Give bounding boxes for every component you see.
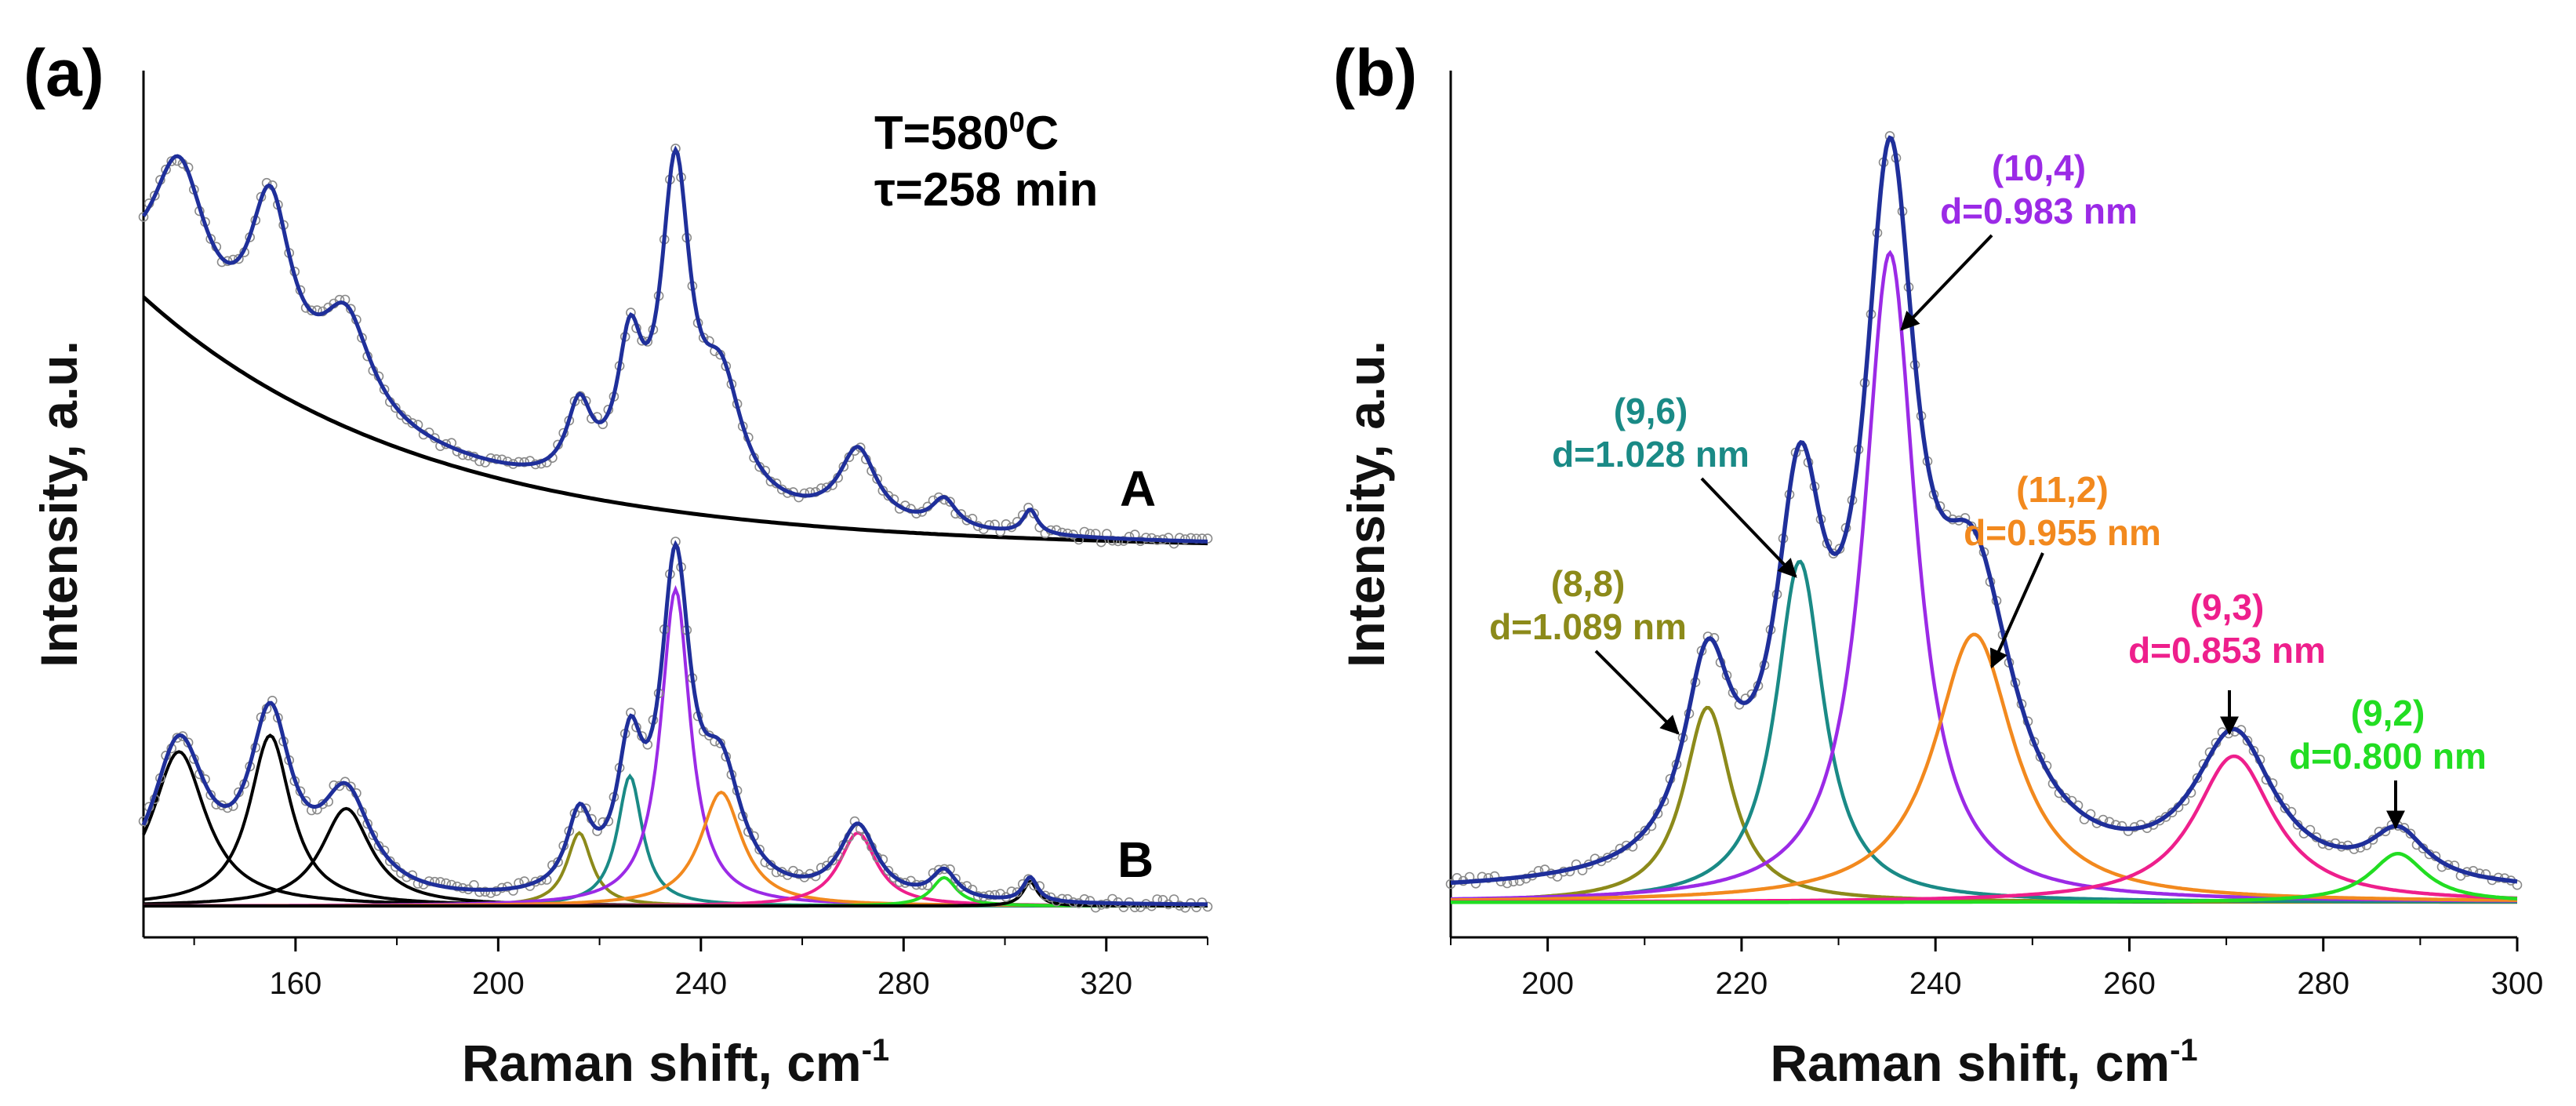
trace-b-data-point <box>138 816 149 827</box>
trace-a-data-point <box>166 156 176 166</box>
panel-a-temperature-text: T=580 <box>874 107 1009 159</box>
panel-b-data-point <box>2060 792 2071 803</box>
annotation-diameter: d=1.089 nm <box>1489 606 1687 647</box>
annotation-diameter: d=0.955 nm <box>1964 512 2161 553</box>
panel-b-x-axis-title: Raman shift, cm-1 <box>1770 1033 2197 1092</box>
trace-a-data-point <box>911 508 921 519</box>
annotation-arrow <box>1700 477 1797 578</box>
trace-b-data-point <box>1012 887 1023 897</box>
trace-a-data-point <box>306 305 317 316</box>
component-93 <box>1451 754 2517 904</box>
trace-b-data-point <box>1040 890 1051 901</box>
panel-b-fit-line <box>1450 135 2518 886</box>
panel-a-plot-area: 160 200 240 280 320 <box>138 71 1213 1001</box>
annotation-chirality: (9,2) <box>2351 693 2425 733</box>
annotation-diameter: d=0.800 nm <box>2289 736 2487 777</box>
trace-b-data-point <box>391 861 401 872</box>
annotation-chirality: (10,4) <box>1992 147 2086 188</box>
panel-a-y-axis-title: Intensity, a.u. <box>30 340 88 668</box>
panel-b-x-tick-label: 260 <box>2103 966 2156 1001</box>
trace-b-component-305 <box>144 879 1208 908</box>
panel-b-data-point <box>1633 831 1644 842</box>
trace-label-a: A <box>1120 460 1156 517</box>
annotation-chirality: (11,2) <box>2016 469 2109 510</box>
panel-a-temperature-label: T=5800C <box>874 106 1059 159</box>
panel-b-label: (b) <box>1333 36 1417 110</box>
annotation-chirality: (9,6) <box>1614 391 1688 431</box>
panel-b-x-tick-label: 200 <box>1521 966 1574 1001</box>
trace-b-component-235 <box>143 584 1208 908</box>
trace-a-data-point <box>1029 508 1039 519</box>
panel-b-data-point <box>2292 820 2303 830</box>
panel-b-data-point <box>1966 521 1977 532</box>
panel-b-annotations: (8,8)d=1.089 nm(9,6)d=1.028 nm(10,4)d=0.… <box>1489 147 2487 830</box>
panel-a: (a) 160 200 240 280 320 Raman shift, cm-1 In… <box>24 36 1213 1092</box>
panel-a-x-axis-title-text: Raman shift, cm <box>462 1034 862 1092</box>
trace-a-data-point <box>519 457 530 468</box>
panel-b-y-axis-title: Intensity, a.u. <box>1337 340 1395 668</box>
annotation-chirality: (9,3) <box>2190 587 2265 628</box>
trace-b-data-point <box>474 886 485 897</box>
trace-label-b: B <box>1117 831 1154 888</box>
trace-b-component-137 <box>142 750 1208 908</box>
panel-b-x-tick-label: 300 <box>2491 966 2544 1001</box>
trace-b-data-point <box>950 874 961 884</box>
trace-b-data-point <box>384 856 395 867</box>
panel-b-x-tick-label: 280 <box>2297 966 2349 1001</box>
panel-b-x-tick-label: 240 <box>1909 966 1962 1001</box>
trace-b-data-point <box>222 802 233 813</box>
panel-b-x-axis-title-superscript: -1 <box>2170 1033 2198 1068</box>
annotation-diameter: d=0.983 nm <box>1940 191 2138 231</box>
trace-b-component-244 <box>144 790 1208 908</box>
annotation-arrow <box>1989 552 2044 669</box>
component-112 <box>1451 632 2517 902</box>
panel-a-x-tick-label: 320 <box>1080 966 1132 1001</box>
panel-b-data-point <box>1640 825 1651 836</box>
trace-a-data-point <box>945 497 955 508</box>
panel-a-time-label: τ=258 min <box>874 163 1098 216</box>
trace-a-data-point <box>822 482 832 493</box>
annotation-arrow <box>1594 649 1680 735</box>
trace-a-data-point <box>407 418 418 428</box>
trace-a-data-point <box>1124 531 1135 542</box>
annotation-diameter: d=0.853 nm <box>2128 630 2326 671</box>
panel-a-x-axis-title: Raman shift, cm-1 <box>462 1033 889 1092</box>
trace-a-data-point <box>956 509 966 519</box>
panel-b-x-tick-label: 220 <box>1716 966 1768 1001</box>
panel-b-data-point <box>2405 828 2416 839</box>
panel-a-label: (a) <box>24 36 104 110</box>
panel-b-x-axis-title-text: Raman shift, cm <box>1770 1034 2170 1092</box>
trace-a-background-line <box>142 295 1208 546</box>
annotation-chirality: (8,8) <box>1551 563 1626 604</box>
panel-a-x-tick-label: 280 <box>877 966 930 1001</box>
trace-b-fit-line <box>141 540 1208 907</box>
annotation-arrow <box>1900 234 1993 331</box>
trace-b-data-point <box>883 865 894 876</box>
trace-a-data-point <box>234 253 244 264</box>
panel-a-temperature-unit: C <box>1025 107 1059 159</box>
panel-a-x-tick-label: 160 <box>269 966 322 1001</box>
panel-a-x-axis-title-superscript: -1 <box>862 1033 890 1068</box>
trace-b-data-point <box>956 882 966 892</box>
panel-a-x-tick-label: 240 <box>674 966 727 1001</box>
panel-b-data-point <box>2242 735 2253 746</box>
panel-b-plot-area: 200 220 240 260 280 300 <box>1445 71 2544 1001</box>
component-92 <box>1451 851 2518 904</box>
panel-b: (b) 200 220 240 260 280 300 Raman shift, cm-1… <box>1333 36 2543 1092</box>
trace-b-data-point <box>754 844 765 855</box>
panel-a-x-tick-label: 200 <box>472 966 525 1001</box>
trace-a-fit-line <box>141 145 1208 544</box>
panel-a-temperature-superscript: 0 <box>1009 106 1025 138</box>
trace-b-data-point <box>300 795 311 806</box>
annotation-diameter: d=1.028 nm <box>1552 434 1749 475</box>
